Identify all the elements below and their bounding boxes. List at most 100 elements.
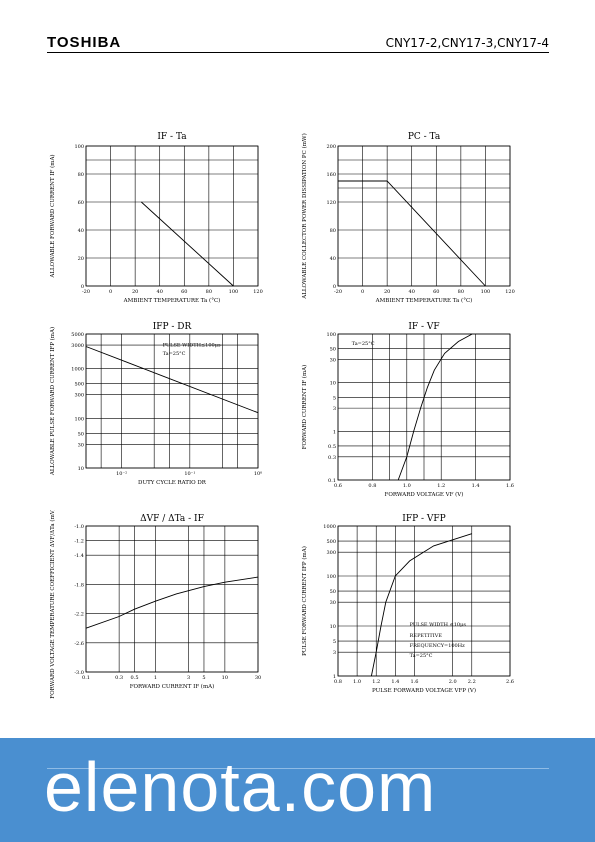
y-tick-label: 300	[74, 393, 84, 399]
chart-title: IFP - DR	[153, 322, 192, 332]
y-tick-label: -1.0	[74, 524, 84, 530]
plot-frame	[85, 525, 259, 673]
series-line	[140, 201, 234, 287]
plot-frame	[85, 145, 259, 287]
y-tick-label: 5	[333, 639, 336, 645]
y-tick-label: 0.1	[328, 478, 336, 484]
x-tick-label: 60	[181, 289, 187, 295]
y-tick-label: -3.0	[74, 670, 84, 676]
watermark-text: elenota.com	[44, 748, 437, 826]
header-part-numbers: CNY17-2,CNY17-3,CNY17-4	[385, 36, 549, 50]
x-tick-label: -20	[82, 289, 90, 295]
y-tick-label: 1000	[71, 367, 84, 373]
x-tick-label: 10⁰	[254, 471, 262, 477]
chart-annotation: PULSE WIDTH ≤10μs	[410, 622, 467, 628]
y-tick-label: 10	[78, 466, 84, 472]
x-tick-label: 1.4	[472, 483, 480, 489]
x-tick-label: 0.1	[82, 675, 90, 681]
y-axis-label: FORWARD CURRENT IF (mA)	[301, 365, 308, 450]
y-tick-label: 10	[330, 381, 336, 387]
y-tick-label: 0	[333, 284, 336, 290]
y-tick-label: -1.2	[74, 539, 84, 545]
x-tick-label: 5	[202, 675, 205, 681]
x-tick-label: 10	[222, 675, 228, 681]
y-tick-label: -1.4	[74, 553, 84, 559]
x-tick-label: 120	[505, 289, 515, 295]
y-tick-label: 0.3	[328, 455, 336, 461]
y-tick-label: 5	[333, 395, 336, 401]
y-tick-label: 100	[74, 144, 84, 150]
y-tick-label: 50	[330, 347, 336, 353]
y-tick-label: 80	[330, 228, 336, 234]
chart-ifp-vfp: IFP - VFP 0.8 1.0 1.2 1.4 1.6 2.0 2.2 2.6 1 3 5 10 30…	[292, 510, 532, 730]
chart-svg: PC - Ta-20 0 20 40 60 80 100 12004080120160200A…	[301, 132, 515, 304]
chart-annotation: REPETITIVE	[410, 633, 443, 639]
x-tick-label: 10⁻²	[116, 471, 127, 477]
x-axis-label: PULSE FORWARD VOLTAGE VFP (V)	[372, 687, 476, 694]
chart-annotation: Ta=25°C	[410, 653, 433, 659]
chart-title: PC - Ta	[408, 132, 441, 142]
x-tick-label: 1.4	[391, 679, 399, 685]
x-tick-label: 100	[481, 289, 491, 295]
watermark-banner	[0, 738, 595, 842]
x-tick-label: 2.6	[506, 679, 514, 685]
plot-frame	[337, 333, 511, 481]
x-tick-label: 2.2	[468, 679, 476, 685]
y-tick-label: 0.5	[328, 444, 336, 450]
x-tick-label: 30	[255, 675, 261, 681]
plot-frame	[85, 333, 259, 469]
header-logo: TOSHIBA	[47, 34, 122, 51]
x-tick-label: 60	[433, 289, 439, 295]
plot-frame	[337, 525, 511, 677]
chart-title: IFP - VFP	[402, 514, 445, 524]
y-tick-label: 100	[326, 574, 336, 580]
y-tick-label: 5000	[71, 332, 84, 338]
chart-svg: IFP - DR 10⁻² 10⁻¹ 10⁰ 10 30 50 100 300 500 1000 30…	[49, 322, 262, 486]
chart-annotation: Ta=25°C	[352, 341, 375, 347]
y-tick-label: 60	[78, 200, 84, 206]
x-tick-label: 80	[206, 289, 212, 295]
chart-title: IF - VF	[408, 322, 439, 332]
y-tick-label: 160	[326, 172, 336, 178]
chart-dvf-dta-if: ΔVF / ΔTa - IF 0.1 0.3 0.5 1 3 5 10 30 -3.0 -2.6 -2…	[40, 510, 280, 700]
y-tick-label: -2.2	[74, 612, 84, 618]
y-tick-label: 20	[78, 256, 84, 262]
y-tick-label: 1	[333, 429, 336, 435]
y-tick-label: 100	[326, 332, 336, 338]
x-axis-label: AMBIENT TEMPERATURE Ta (°C)	[375, 297, 473, 304]
x-axis-label: AMBIENT TEMPERATURE Ta (°C)	[123, 297, 221, 304]
chart-title: ΔVF / ΔTa - IF	[140, 514, 204, 524]
chart-annotation: FREQUENCY=100Hz	[410, 643, 465, 649]
x-tick-label: 1.0	[353, 679, 361, 685]
series-line	[85, 576, 259, 629]
chart-svg: IF - VF 0.6 0.8 1.0 1.2 1.4 1.6 0.1 0.3 0.5 1 3 5 10 3…	[301, 322, 514, 498]
x-tick-label: 3	[187, 675, 190, 681]
x-tick-label: 20	[384, 289, 390, 295]
x-tick-label: 0.5	[131, 675, 139, 681]
chart-title: IF - Ta	[157, 132, 187, 142]
y-tick-label: 200	[326, 144, 336, 150]
y-tick-label: 1	[333, 674, 336, 680]
y-tick-label: 500	[326, 539, 336, 545]
chart-pc-ta: PC - Ta -20 0 20 40 60 80 100 120 0 40 80 120 160 200 A…	[292, 128, 532, 318]
x-tick-label: 1	[154, 675, 157, 681]
y-tick-label: 100	[74, 416, 84, 422]
y-tick-label: 50	[78, 431, 84, 437]
y-tick-label: 30	[330, 600, 336, 606]
chart-svg: ΔVF / ΔTa - IF 0.1 0.3 0.5 1 3 5 10 30 -3.0 -2.6 -2…	[49, 510, 261, 699]
y-tick-label: -1.8	[74, 582, 84, 588]
y-tick-label: 30	[330, 357, 336, 363]
x-tick-label: 0.6	[334, 483, 342, 489]
x-axis-label: FORWARD VOLTAGE VF (V)	[385, 491, 464, 498]
y-tick-label: 50	[330, 589, 336, 595]
x-axis-label: FORWARD CURRENT IF (mA)	[130, 683, 215, 690]
y-tick-label: 0	[81, 284, 84, 290]
chart-if-ta: IF - Ta -20 0 20 40 60 80 100 120 0 20 40 60 80 100 AMB…	[40, 128, 280, 318]
x-tick-label: 100	[229, 289, 239, 295]
y-tick-label: 40	[330, 256, 336, 262]
x-tick-label: 20	[132, 289, 138, 295]
y-tick-label: -2.6	[74, 641, 84, 647]
x-tick-label: 80	[458, 289, 464, 295]
x-tick-label: -20	[334, 289, 342, 295]
series-line	[85, 346, 259, 414]
